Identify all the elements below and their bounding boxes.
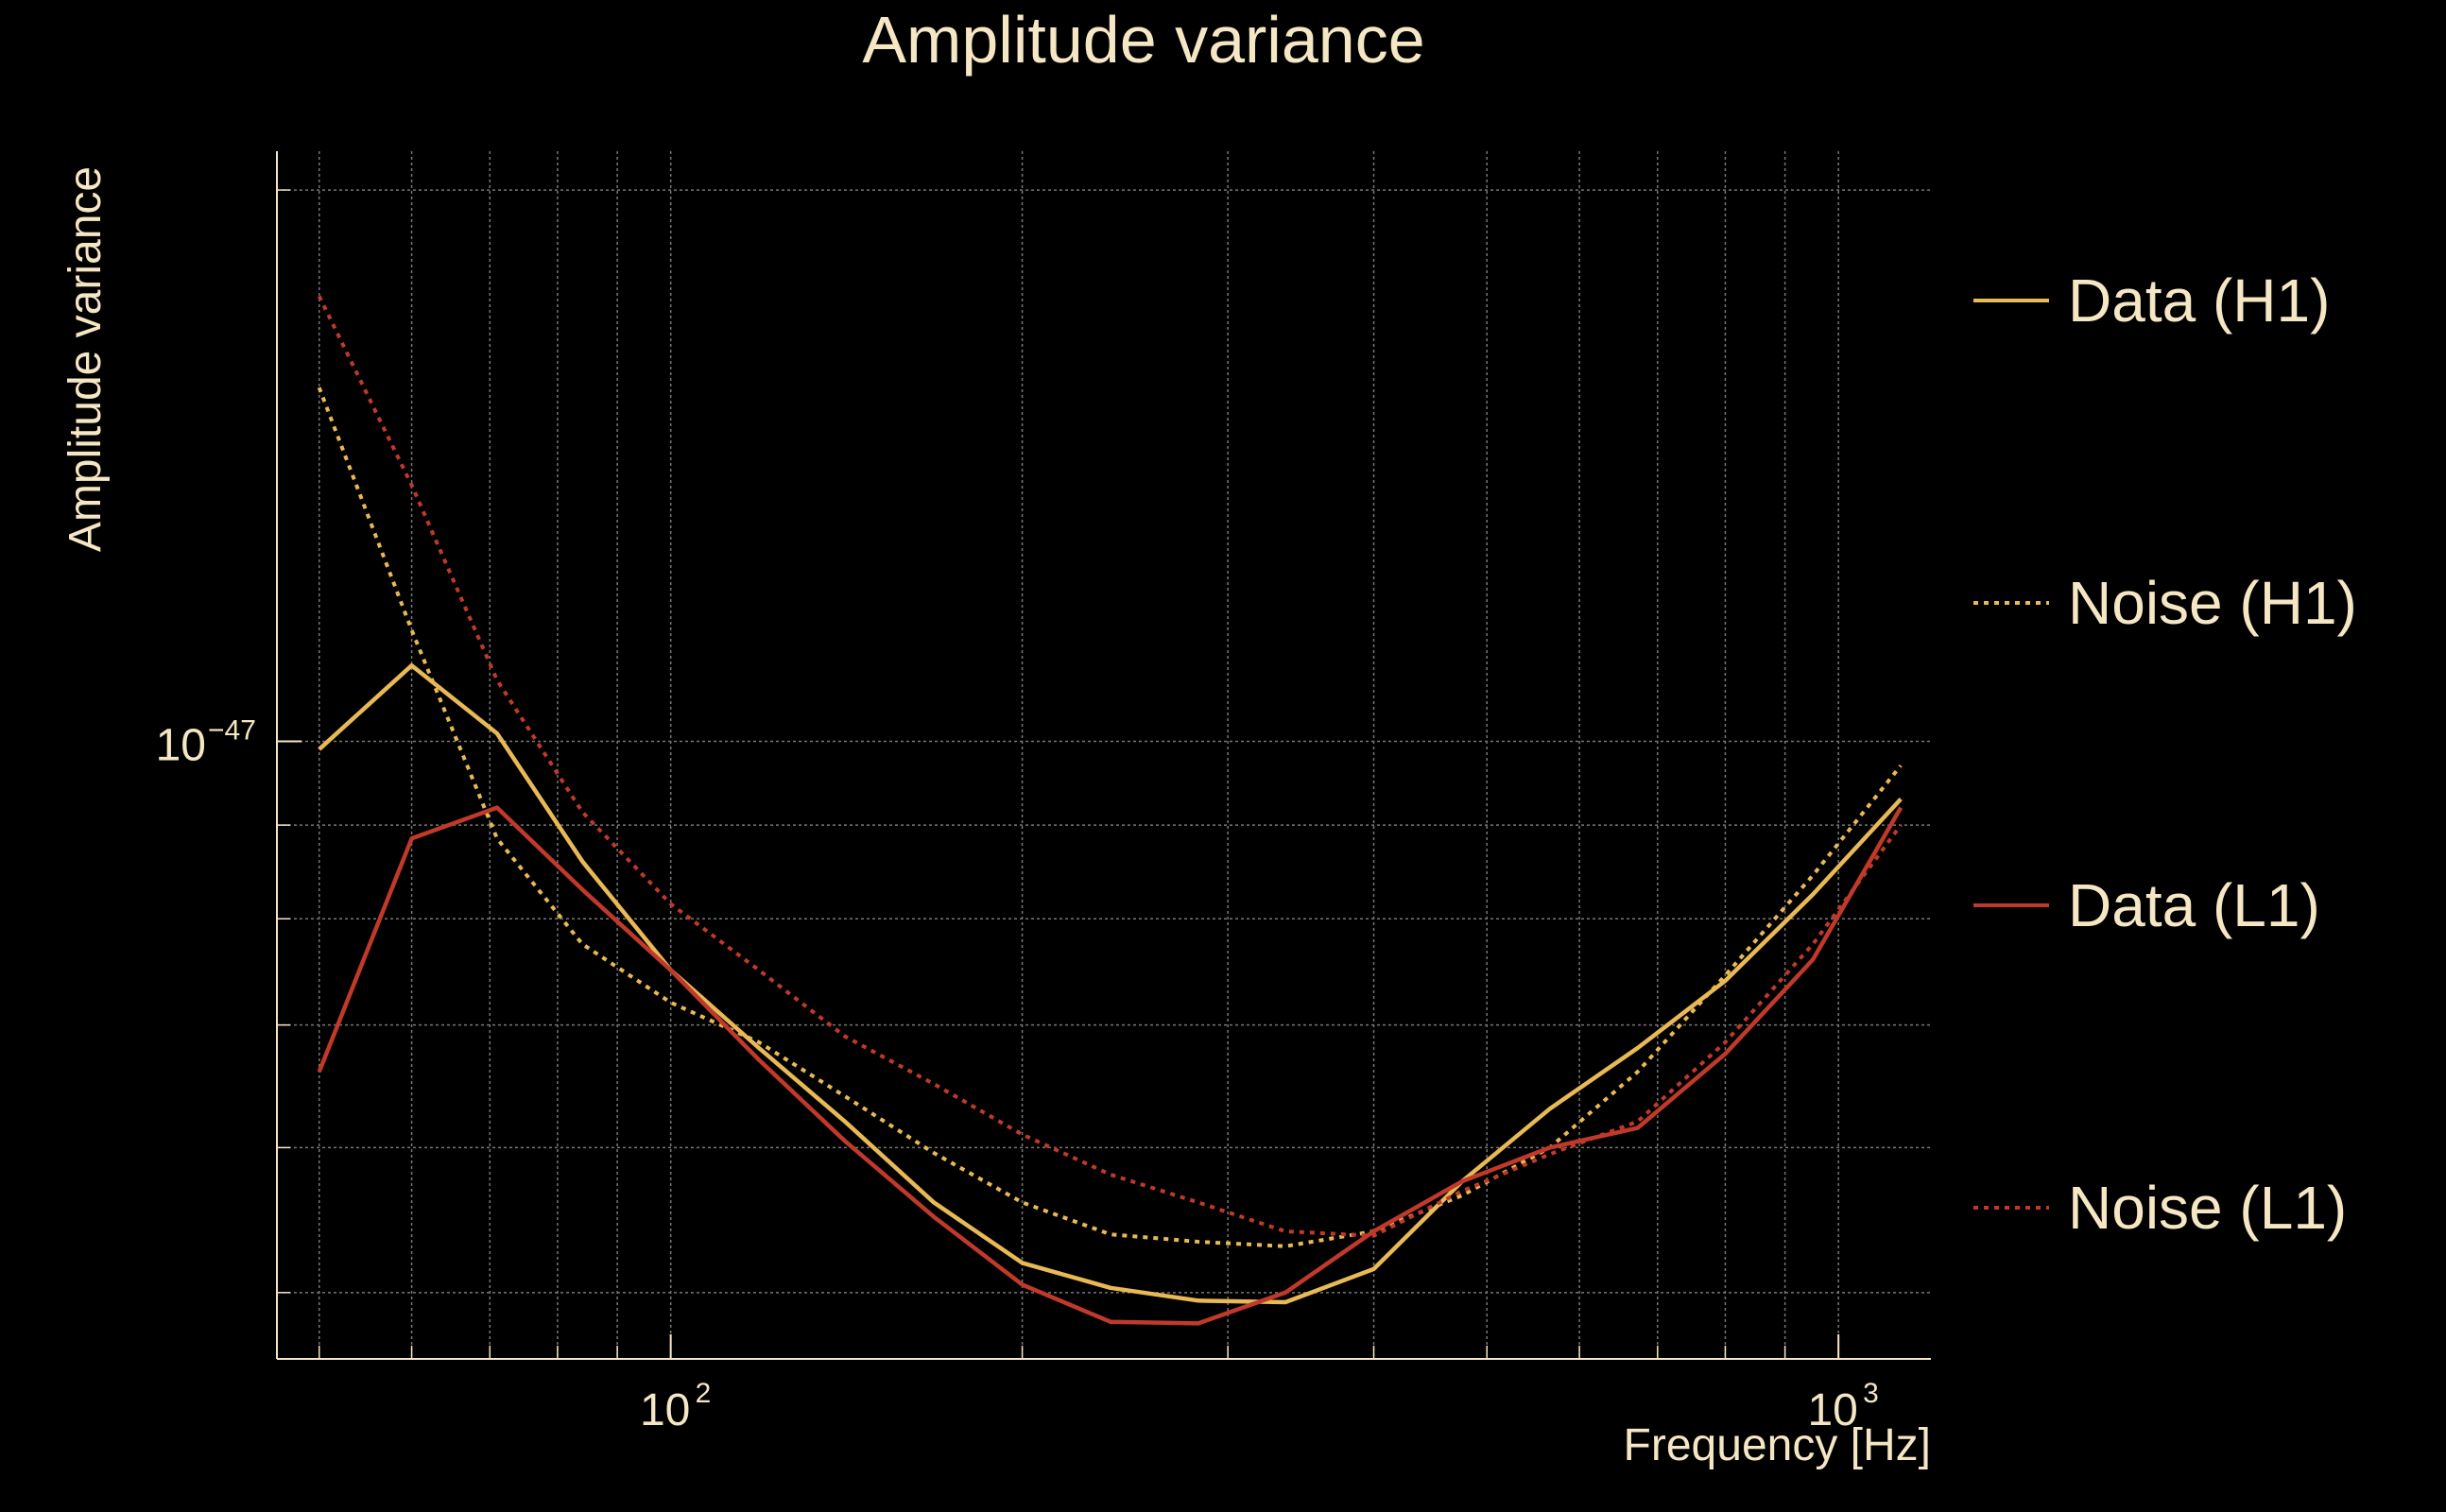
series-line-3	[317, 805, 1903, 1326]
grid	[277, 151, 1931, 1359]
legend-label: Data (L1)	[2068, 871, 2320, 939]
series	[317, 295, 1903, 1326]
legend-label: Noise (L1)	[2068, 1174, 2347, 1242]
chart-title: Amplitude variance	[862, 3, 1424, 77]
y-axis-label: Amplitude variance	[60, 166, 111, 552]
x-tick-exponent: 3	[1863, 1378, 1879, 1409]
axes	[276, 151, 1931, 1360]
x-tick-exponent: 2	[696, 1378, 712, 1409]
y-tick-label: 10	[156, 720, 206, 770]
legend: Data (H1) Noise (H1) Data (L1) Noise (L1)	[1973, 266, 2357, 1242]
series-line-2	[317, 387, 1903, 1248]
series-line-1	[318, 662, 1903, 1305]
tick-labels: 10 2 10 310 −47	[156, 714, 1879, 1435]
y-tick-exponent: −47	[208, 714, 256, 746]
legend-label: Data (H1)	[2068, 266, 2330, 335]
legend-label: Noise (H1)	[2068, 569, 2357, 637]
x-axis-label: Frequency [Hz]	[1624, 1420, 1931, 1470]
x-tick-label: 10	[1807, 1385, 1857, 1435]
x-tick-label: 10	[640, 1385, 690, 1435]
